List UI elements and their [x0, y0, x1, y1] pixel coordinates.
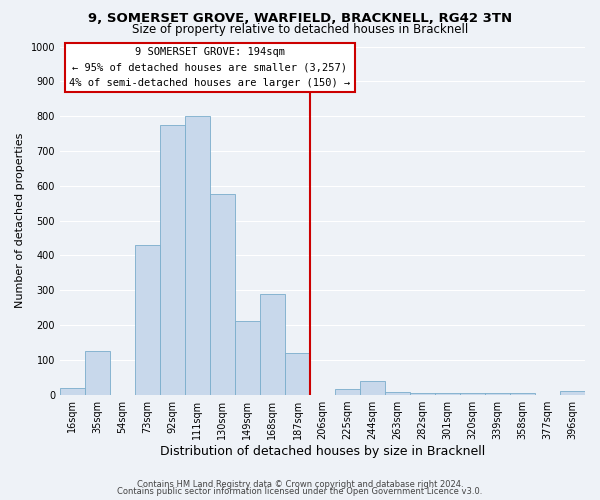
Text: Size of property relative to detached houses in Bracknell: Size of property relative to detached ho…	[132, 24, 468, 36]
Bar	[435, 393, 460, 394]
Text: 9 SOMERSET GROVE: 194sqm
← 95% of detached houses are smaller (3,257)
4% of semi: 9 SOMERSET GROVE: 194sqm ← 95% of detach…	[70, 47, 350, 88]
Bar	[260, 294, 285, 394]
Bar	[560, 391, 585, 394]
Bar	[385, 392, 410, 394]
Text: 9, SOMERSET GROVE, WARFIELD, BRACKNELL, RG42 3TN: 9, SOMERSET GROVE, WARFIELD, BRACKNELL, …	[88, 12, 512, 26]
Y-axis label: Number of detached properties: Number of detached properties	[15, 133, 25, 308]
Bar	[410, 393, 435, 394]
Bar	[285, 353, 310, 395]
Bar	[135, 245, 160, 394]
Bar	[335, 390, 360, 394]
Bar	[85, 351, 110, 395]
Bar	[460, 393, 485, 394]
Text: Contains public sector information licensed under the Open Government Licence v3: Contains public sector information licen…	[118, 488, 482, 496]
Text: Contains HM Land Registry data © Crown copyright and database right 2024.: Contains HM Land Registry data © Crown c…	[137, 480, 463, 489]
Bar	[60, 388, 85, 394]
Bar	[235, 322, 260, 394]
Bar	[360, 380, 385, 394]
Bar	[160, 125, 185, 394]
Bar	[185, 116, 210, 394]
X-axis label: Distribution of detached houses by size in Bracknell: Distribution of detached houses by size …	[160, 444, 485, 458]
Bar	[485, 393, 510, 394]
Bar	[210, 194, 235, 394]
Bar	[510, 393, 535, 394]
